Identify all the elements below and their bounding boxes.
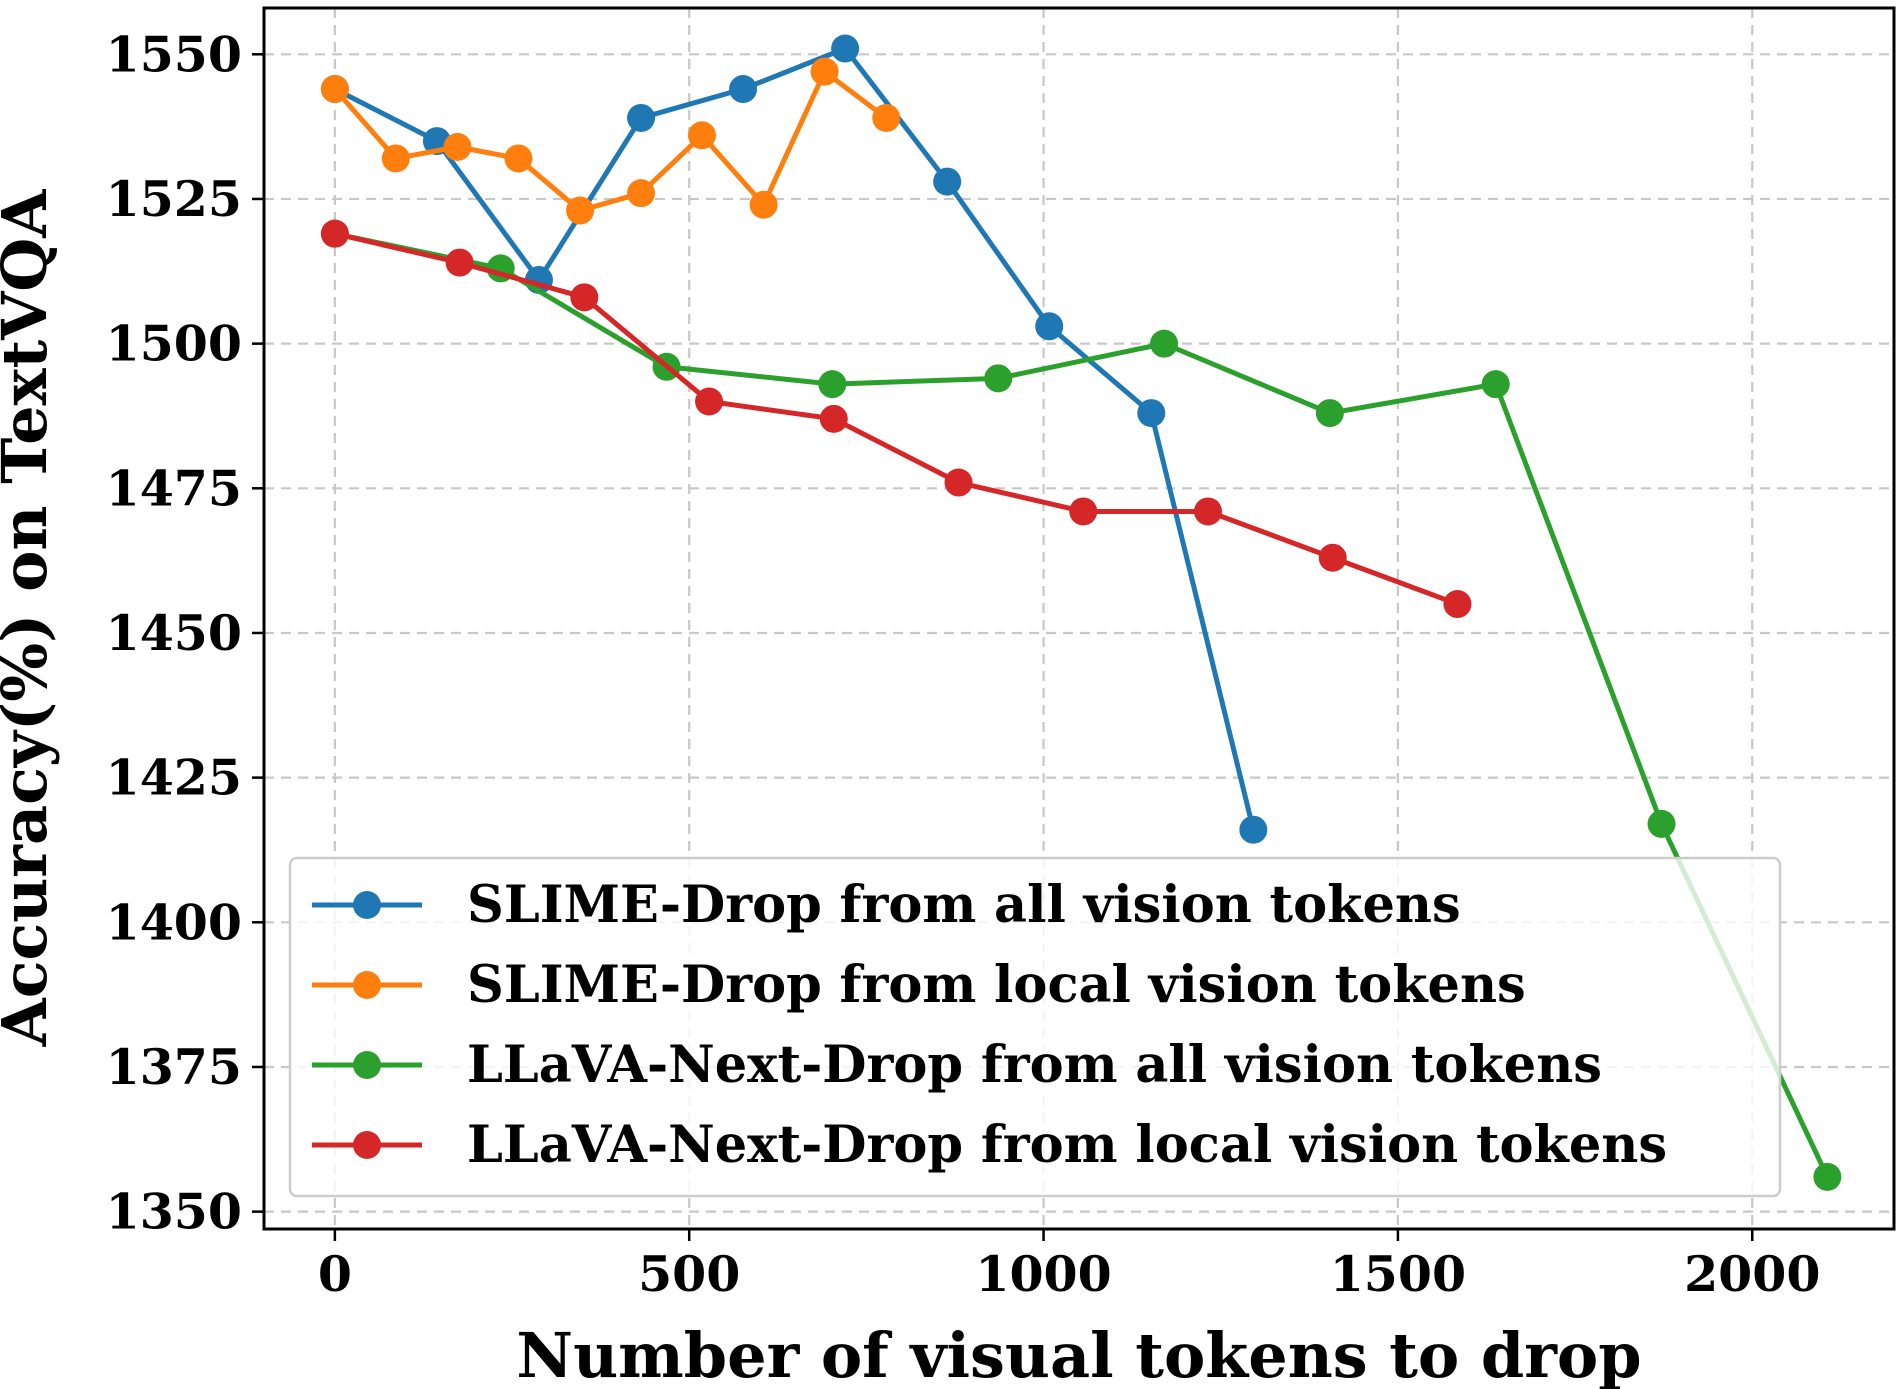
y-tick-label: 1550 <box>106 25 242 83</box>
data-point <box>944 468 973 497</box>
data-point <box>1318 543 1347 572</box>
legend-marker <box>353 1051 381 1079</box>
data-point <box>381 144 410 173</box>
y-tick-label: 1500 <box>106 315 242 373</box>
legend-label: SLIME-Drop from all vision tokens <box>467 875 1461 935</box>
data-point <box>566 196 595 225</box>
data-point <box>627 103 656 132</box>
legend-item: SLIME-Drop from local vision tokens <box>312 955 1526 1015</box>
data-point <box>445 248 474 277</box>
plot-frame <box>262 6 1896 1231</box>
data-point <box>933 167 962 196</box>
series-4 <box>320 219 1472 619</box>
data-point <box>810 57 839 86</box>
series-line <box>334 231 1830 1178</box>
y-tick-label: 1475 <box>106 459 242 517</box>
x-tick-label: 1500 <box>1330 1245 1466 1303</box>
y-tick-label: 1400 <box>106 893 242 951</box>
legend: SLIME-Drop from all vision tokens SLIME-D… <box>288 856 1782 1198</box>
legend-marker <box>353 891 381 919</box>
series-line <box>332 69 888 214</box>
legend-item: SLIME-Drop from all vision tokens <box>312 875 1461 935</box>
x-tick-label: 500 <box>638 1245 740 1303</box>
series-2 <box>320 57 901 225</box>
y-tick-label: 1450 <box>106 604 242 662</box>
data-point <box>1239 815 1268 844</box>
y-tick-label: 1425 <box>106 749 242 807</box>
data-point <box>320 75 349 104</box>
legend-marker <box>353 971 381 999</box>
data-point <box>984 364 1013 393</box>
series-line <box>333 46 1256 831</box>
data-point <box>819 404 848 433</box>
data-point <box>1150 329 1179 358</box>
series-lines <box>320 34 1842 1191</box>
data-point <box>1069 497 1098 526</box>
data-point <box>1035 312 1064 341</box>
legend-item: LLaVA-Next-Drop from local vision tokens <box>312 1115 1667 1175</box>
data-point <box>695 387 724 416</box>
data-point <box>1315 399 1344 428</box>
data-point <box>1443 590 1472 619</box>
y-tick-label: 1350 <box>106 1183 242 1241</box>
legend-box <box>288 856 1782 1198</box>
data-point <box>1193 497 1222 526</box>
data-point <box>818 370 847 399</box>
data-point <box>504 144 533 173</box>
x-tick-label: 0 <box>318 1245 352 1303</box>
data-point <box>749 190 778 219</box>
data-point <box>687 121 716 150</box>
y-tick-label: 1525 <box>106 170 242 228</box>
data-point <box>1813 1162 1842 1191</box>
x-tick-label: 1000 <box>975 1245 1111 1303</box>
y-tick-label: 1375 <box>106 1038 242 1096</box>
data-point <box>443 132 472 161</box>
data-point <box>1137 399 1166 428</box>
series-line <box>334 231 1459 607</box>
y-axis-label: Accuracy(%) on TextVQA <box>0 189 61 1048</box>
x-axis-label: Number of visual tokens to drop <box>516 1319 1641 1389</box>
legend-label: LLaVA-Next-Drop from all vision tokens <box>467 1035 1602 1095</box>
data-point <box>831 34 860 63</box>
data-point <box>570 283 599 312</box>
legend-item: LLaVA-Next-Drop from all vision tokens <box>312 1035 1602 1095</box>
legend-marker <box>353 1131 381 1159</box>
legend-label: SLIME-Drop from local vision tokens <box>467 955 1526 1015</box>
legend-label: LLaVA-Next-Drop from local vision tokens <box>467 1115 1667 1175</box>
axis-ticks: 0 500 1000 1500 2000 1350 1375 1400 1425 1450 1475… <box>106 25 1821 1303</box>
data-point <box>627 179 656 208</box>
data-point <box>1647 809 1676 838</box>
data-point <box>1481 370 1510 399</box>
x-tick-label: 2000 <box>1684 1245 1820 1303</box>
data-point <box>729 75 758 104</box>
data-point <box>872 103 901 132</box>
data-point <box>320 219 349 248</box>
